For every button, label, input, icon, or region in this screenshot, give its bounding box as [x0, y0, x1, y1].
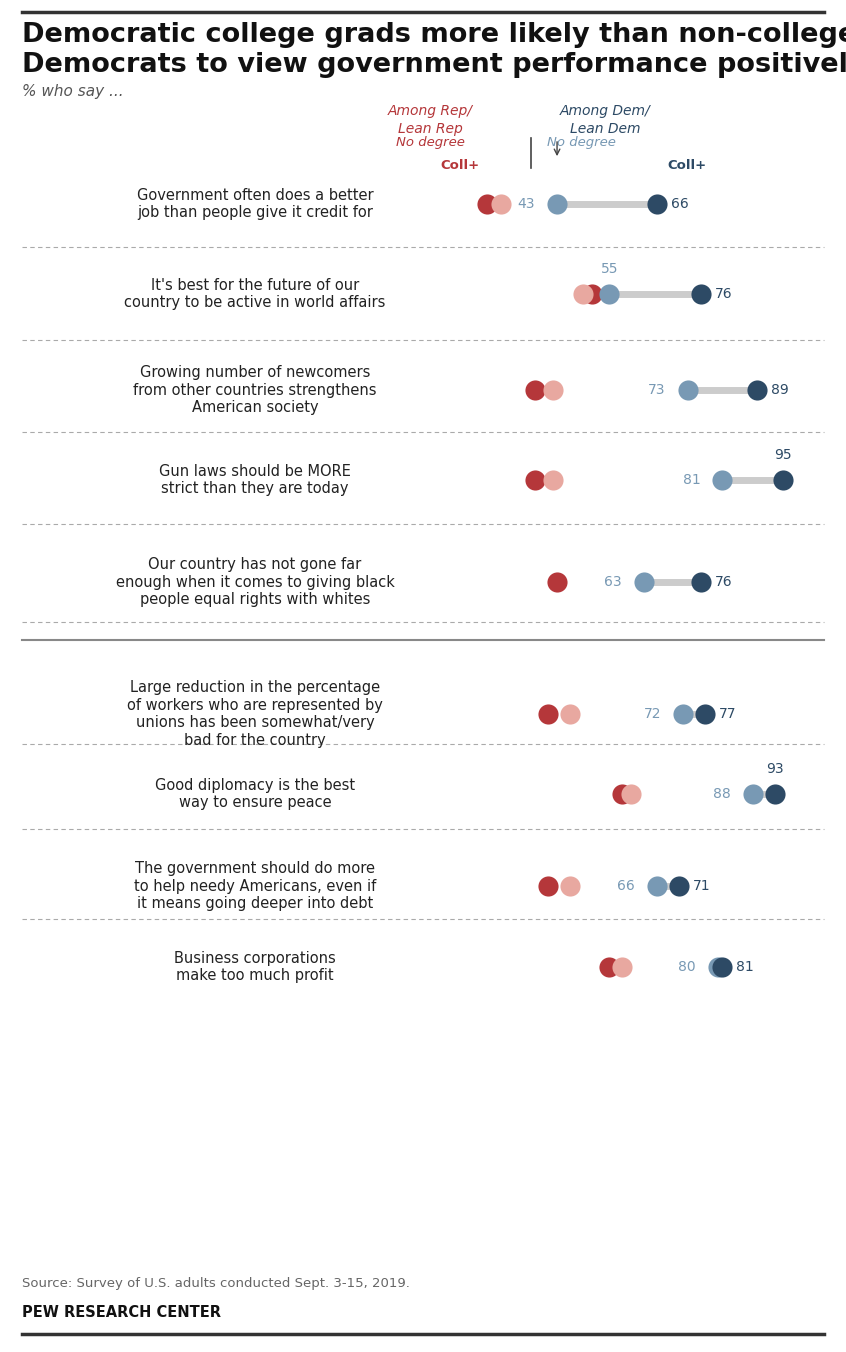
- Point: [541, 875, 555, 896]
- Point: [677, 703, 690, 725]
- Text: % who say ...: % who say ...: [22, 84, 124, 99]
- Text: Growing number of newcomers
from other countries strengthens
American society: Growing number of newcomers from other c…: [134, 365, 376, 415]
- Point: [672, 875, 685, 896]
- Text: Democratic college grads more likely than non-college: Democratic college grads more likely tha…: [22, 22, 846, 49]
- Text: 71: 71: [693, 879, 711, 894]
- Text: Coll+: Coll+: [440, 160, 480, 172]
- Point: [494, 193, 508, 215]
- Point: [698, 703, 711, 725]
- Text: No degree: No degree: [396, 137, 464, 149]
- Point: [541, 703, 555, 725]
- Point: [529, 469, 542, 491]
- Point: [585, 283, 599, 304]
- Text: 76: 76: [715, 287, 733, 301]
- Text: Our country has not gone far
enough when it comes to giving black
people equal r: Our country has not gone far enough when…: [116, 557, 394, 607]
- Text: 95: 95: [774, 448, 792, 462]
- Text: Business corporations
make too much profit: Business corporations make too much prof…: [174, 950, 336, 983]
- Point: [550, 193, 563, 215]
- Point: [602, 956, 616, 977]
- Text: Among Dem/
Lean Dem: Among Dem/ Lean Dem: [560, 104, 651, 137]
- Text: 72: 72: [644, 707, 662, 721]
- Point: [602, 283, 616, 304]
- Text: Coll+: Coll+: [667, 160, 706, 172]
- Point: [777, 469, 790, 491]
- Text: It's best for the future of our
country to be active in world affairs: It's best for the future of our country …: [124, 277, 386, 310]
- Point: [694, 283, 707, 304]
- Point: [550, 571, 563, 592]
- Text: 55: 55: [601, 262, 618, 276]
- Text: Government often does a better
job than people give it credit for: Government often does a better job than …: [137, 188, 373, 220]
- Text: 81: 81: [683, 473, 700, 487]
- Text: 77: 77: [719, 707, 737, 721]
- Text: 63: 63: [604, 575, 622, 589]
- Text: No degree: No degree: [547, 137, 616, 149]
- Point: [546, 379, 559, 400]
- Point: [481, 193, 494, 215]
- Point: [563, 703, 577, 725]
- Point: [637, 571, 651, 592]
- Text: PEW RESEARCH CENTER: PEW RESEARCH CENTER: [22, 1305, 221, 1320]
- Point: [716, 469, 729, 491]
- Text: 88: 88: [713, 787, 731, 800]
- Point: [746, 783, 760, 804]
- Text: 43: 43: [518, 197, 535, 211]
- Text: Gun laws should be MORE
strict than they are today: Gun laws should be MORE strict than they…: [159, 464, 351, 496]
- Text: 73: 73: [648, 383, 666, 397]
- Text: Good diplomacy is the best
way to ensure peace: Good diplomacy is the best way to ensure…: [155, 777, 355, 810]
- Text: 80: 80: [678, 960, 696, 973]
- Text: 66: 66: [618, 879, 635, 894]
- Text: 89: 89: [772, 383, 789, 397]
- Point: [768, 783, 782, 804]
- Point: [576, 283, 590, 304]
- Text: The government should do more
to help needy Americans, even if
it means going de: The government should do more to help ne…: [134, 861, 376, 911]
- Point: [616, 783, 629, 804]
- Point: [681, 379, 695, 400]
- Point: [651, 875, 664, 896]
- Point: [694, 571, 707, 592]
- Text: Democrats to view government performance positively: Democrats to view government performance…: [22, 51, 846, 78]
- Point: [546, 469, 559, 491]
- Point: [616, 956, 629, 977]
- Text: 66: 66: [671, 197, 689, 211]
- Point: [716, 956, 729, 977]
- Point: [529, 379, 542, 400]
- Point: [711, 956, 725, 977]
- Text: Among Rep/
Lean Rep: Among Rep/ Lean Rep: [387, 104, 472, 137]
- Text: Large reduction in the percentage
of workers who are represented by
unions has b: Large reduction in the percentage of wor…: [127, 680, 383, 748]
- Point: [624, 783, 638, 804]
- Text: 81: 81: [736, 960, 754, 973]
- Point: [563, 875, 577, 896]
- Text: 76: 76: [715, 575, 733, 589]
- Point: [750, 379, 764, 400]
- Text: 93: 93: [766, 763, 783, 776]
- Point: [651, 193, 664, 215]
- Text: Source: Survey of U.S. adults conducted Sept. 3-15, 2019.: Source: Survey of U.S. adults conducted …: [22, 1278, 409, 1290]
